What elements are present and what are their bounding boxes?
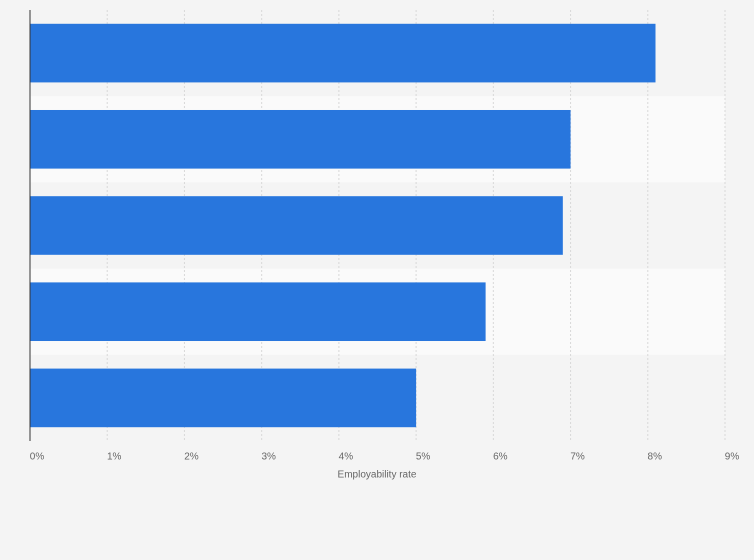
x-tick-label: 9%: [725, 452, 740, 463]
x-tick-label: 7%: [570, 452, 585, 463]
x-tick-label: 3%: [261, 452, 276, 463]
x-tick-label: 6%: [493, 452, 508, 463]
bar: [30, 23, 656, 83]
x-tick-label: 8%: [648, 452, 663, 463]
x-tick-label: 1%: [107, 452, 122, 463]
bar: [30, 282, 486, 342]
bar: [30, 368, 417, 428]
bar: [30, 109, 571, 169]
bar: [30, 196, 563, 255]
x-tick-label: 2%: [184, 452, 199, 463]
x-tick-label: 5%: [416, 452, 431, 463]
x-tick-label: 0%: [30, 452, 45, 463]
x-axis-title: Employability rate: [338, 470, 417, 481]
x-tick-label: 4%: [339, 452, 354, 463]
